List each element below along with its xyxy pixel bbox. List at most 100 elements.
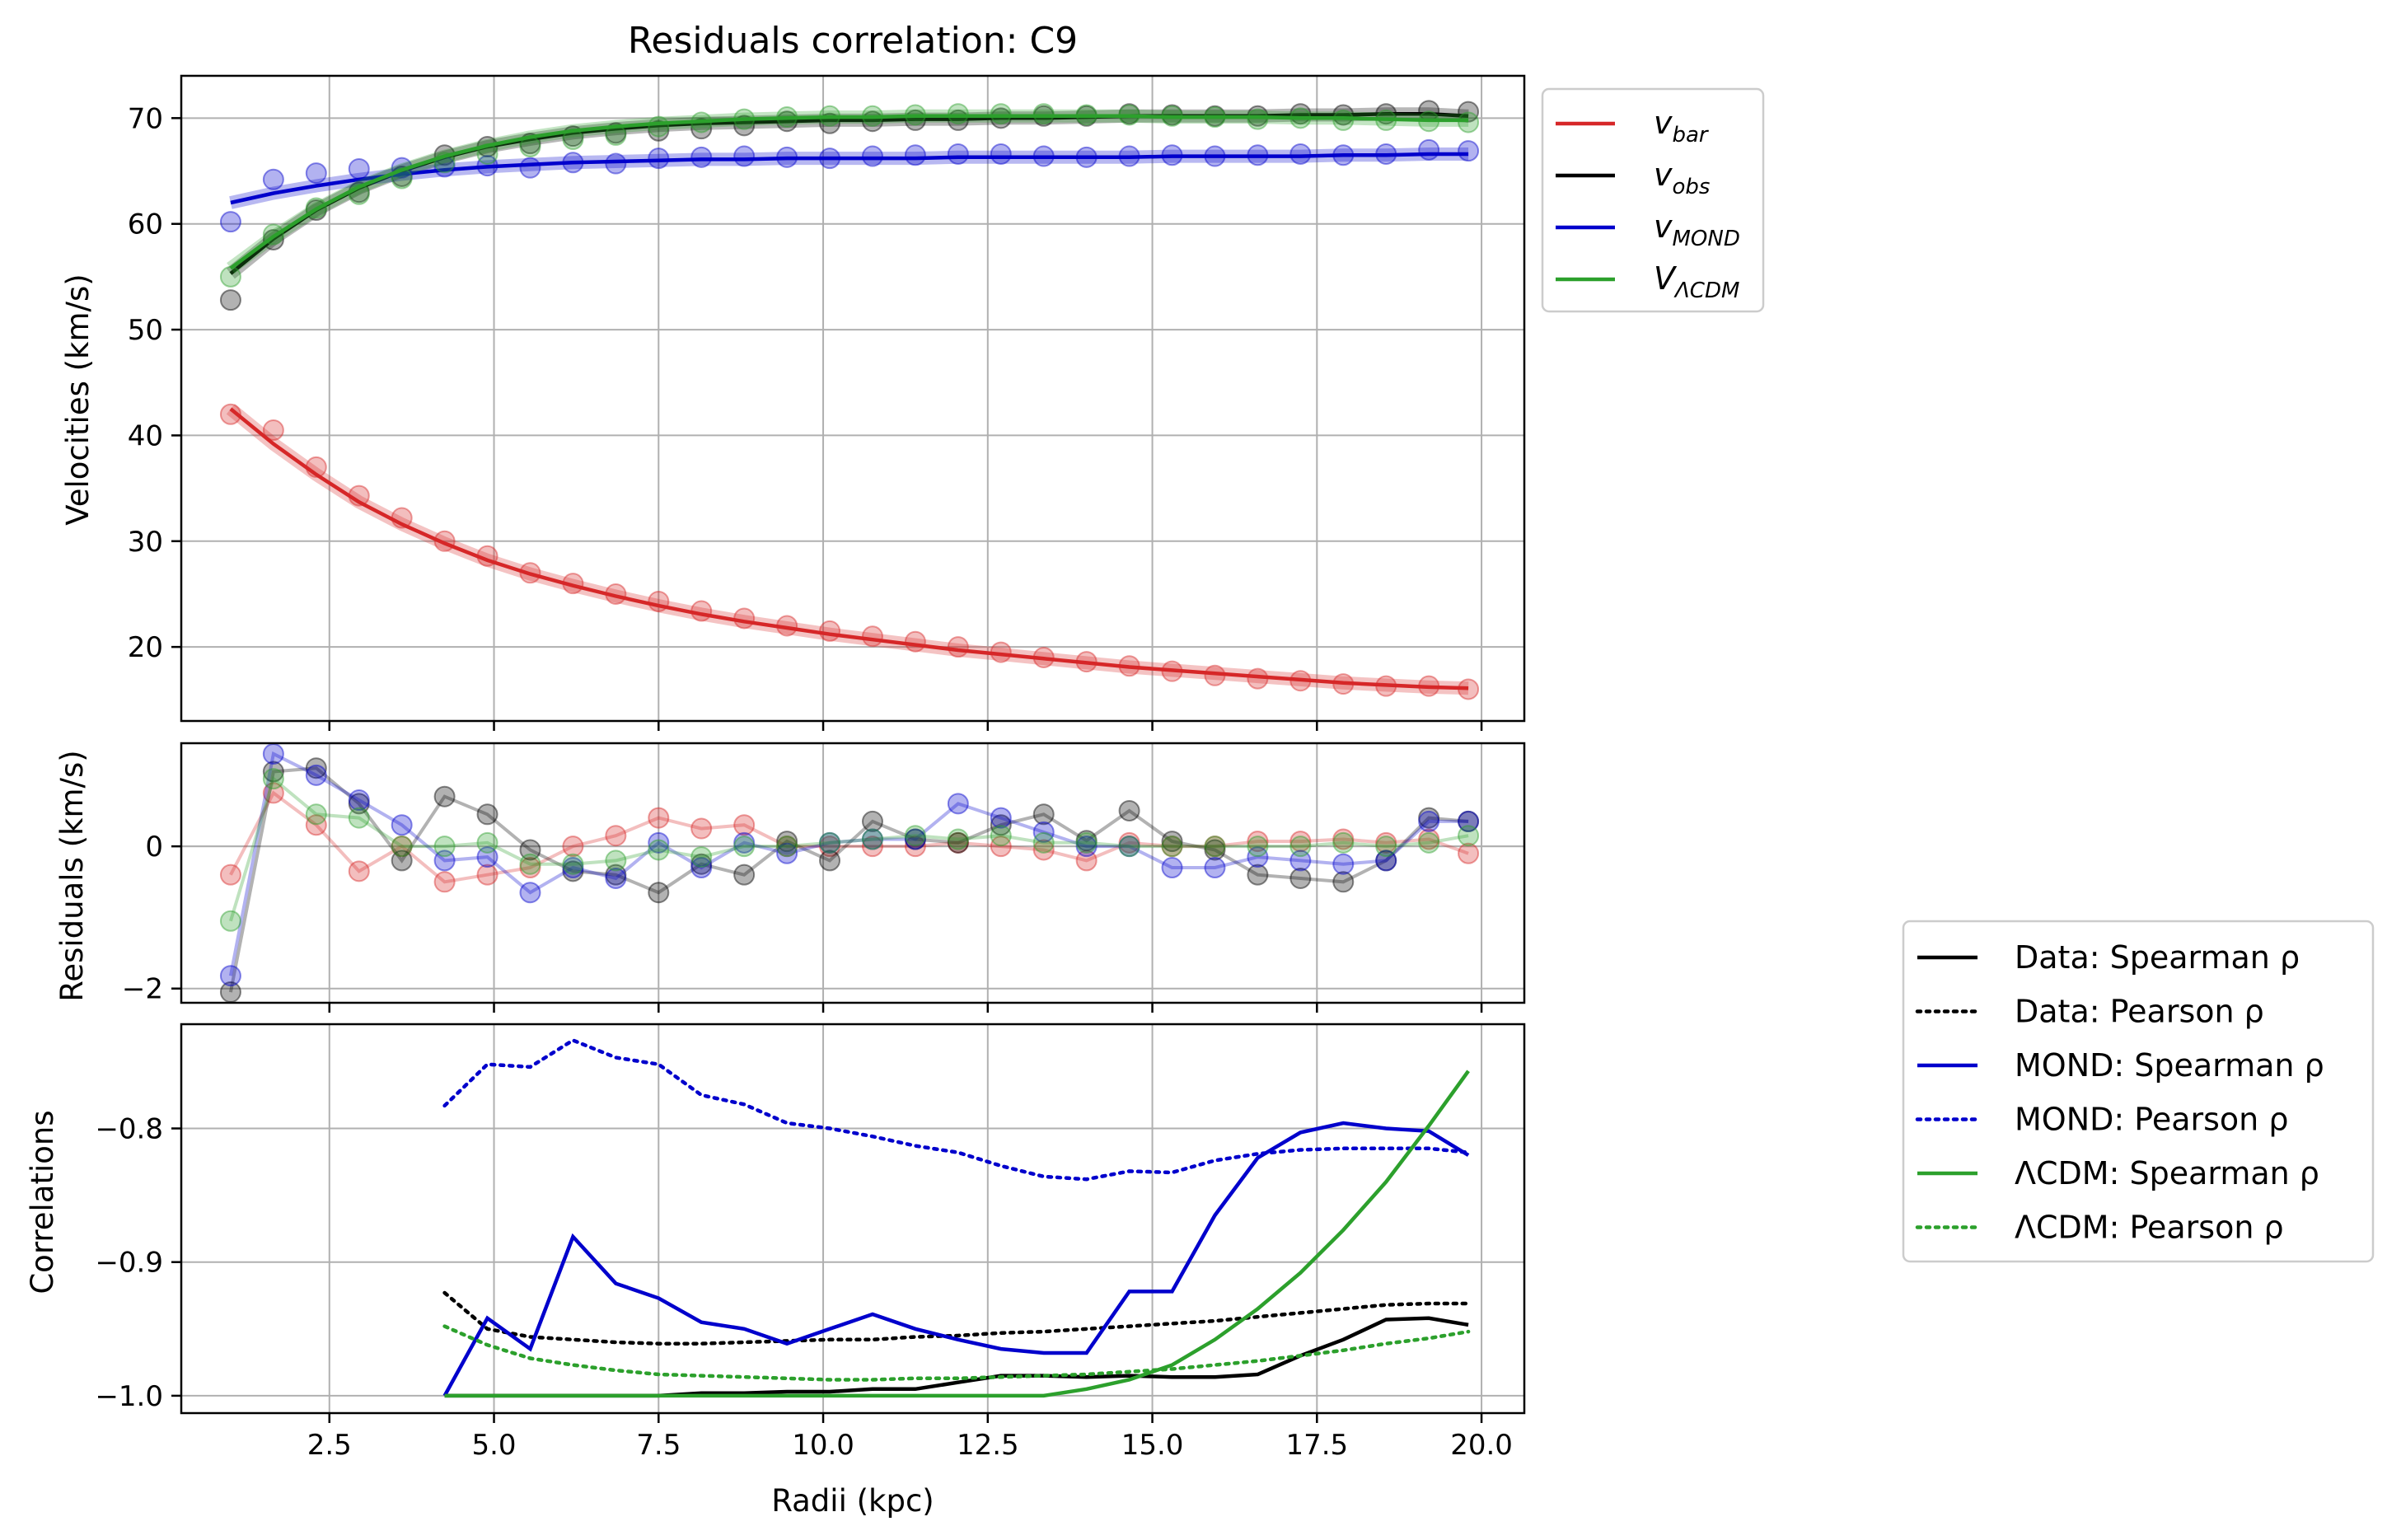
legend-label-base: v	[1654, 157, 1673, 193]
residual-point-vobs	[1375, 850, 1397, 872]
residual-point-vobs	[776, 831, 798, 853]
x-tick-label: 20.0	[1450, 1429, 1513, 1462]
residual-point-vobs	[1458, 810, 1480, 832]
residual-series-vmond	[219, 743, 1480, 987]
legend-label-subscript: MOND	[1673, 227, 1740, 251]
chart-title: Residuals correlation: C9	[628, 20, 1078, 62]
residual-point-vmond	[348, 789, 370, 812]
point-vmond	[1289, 143, 1312, 165]
x-tick-label: 15.0	[1121, 1429, 1184, 1462]
residual-point-vmond	[776, 842, 798, 864]
y-tick-label: 20	[128, 631, 163, 664]
y-tick-label: 0	[145, 831, 163, 864]
residual-point-vobs	[1204, 839, 1226, 861]
residual-point-vobs	[819, 850, 841, 872]
residual-point-vlcdm	[648, 839, 670, 861]
point-vmond	[1458, 140, 1480, 162]
legend-label-subscript: ΛCDM	[1673, 279, 1739, 303]
fit-line-vmond	[230, 152, 1469, 205]
residual-point-vbar	[733, 814, 756, 836]
correlation-line-3	[442, 1037, 1471, 1182]
residual-point-vobs	[1247, 864, 1269, 886]
residual-point-vobs	[1075, 830, 1098, 852]
residual-point-vobs	[1032, 803, 1055, 826]
residual-point-vmond	[1332, 853, 1355, 875]
axes-frame	[180, 1023, 1526, 1415]
residual-point-vobs	[1118, 799, 1140, 821]
residual-point-vlcdm	[1458, 825, 1480, 847]
residual-point-vlcdm	[1075, 831, 1098, 854]
residual-point-vbar	[990, 836, 1012, 858]
residual-point-vbar	[1458, 842, 1480, 864]
y-tick-label: 70	[128, 102, 163, 135]
legend-label-base: V	[1654, 260, 1678, 297]
y-tick-label: 60	[128, 208, 163, 241]
data-layer	[442, 1037, 1471, 1398]
residual-point-vbar	[1247, 831, 1269, 853]
residual-point-vobs	[262, 761, 284, 783]
residual-point-vmond	[947, 793, 969, 815]
residual-point-vmond	[1375, 850, 1397, 872]
residual-point-vobs	[605, 864, 627, 886]
y-axis-label-correlations: Correlations	[25, 1110, 60, 1294]
residual-point-vlcdm	[1032, 831, 1055, 854]
legend-label-base: v	[1654, 105, 1673, 141]
point-vmond	[947, 143, 969, 165]
residual-point-vlcdm	[733, 836, 756, 858]
residual-point-vbar	[219, 864, 241, 886]
residual-point-vobs	[648, 882, 670, 904]
legend-label: vobs	[1654, 157, 1710, 199]
data-layer	[219, 100, 1480, 700]
point-vlcdm	[219, 265, 241, 288]
residual-point-vlcdm	[605, 850, 627, 872]
fit-line-vobs	[229, 111, 1469, 275]
residual-point-vmond	[1161, 857, 1183, 879]
residual-point-vobs	[391, 850, 413, 872]
residual-series-vbar	[219, 782, 1480, 893]
residual-point-vbar	[348, 860, 370, 882]
legend-label-subscript: bar	[1673, 123, 1710, 147]
residual-point-vlcdm	[219, 910, 241, 932]
point-vbar	[733, 607, 756, 630]
residual-point-vmond	[1247, 846, 1269, 868]
residual-point-vobs	[519, 839, 541, 861]
residual-point-vlcdm	[1118, 836, 1140, 858]
residual-point-vmond	[1032, 821, 1055, 843]
point-vbar	[947, 636, 969, 658]
series-vobs	[219, 100, 1480, 311]
point-vlcdm	[1332, 109, 1355, 131]
residual-point-vbar	[776, 836, 798, 858]
residual-point-vobs	[348, 793, 370, 815]
residual-point-vmond	[1118, 836, 1140, 858]
residual-point-vmond	[519, 882, 541, 904]
point-vbar	[819, 620, 841, 642]
legend-label: vbar	[1654, 105, 1710, 147]
correlation-line-2	[442, 1121, 1470, 1397]
residual-point-vlcdm	[433, 836, 456, 858]
point-vbar	[904, 630, 926, 653]
point-vmond	[519, 157, 541, 179]
residual-point-vobs	[733, 864, 756, 886]
residual-point-vlcdm	[947, 828, 969, 850]
legend-label: Data: Pearson ρ	[2015, 994, 2264, 1030]
series-vmond	[219, 138, 1480, 233]
y-tick-label: 40	[128, 419, 163, 452]
residual-point-vbar	[1289, 831, 1312, 853]
point-vmond	[348, 157, 370, 180]
residual-point-vbar	[819, 836, 841, 858]
residual-point-vobs	[1418, 807, 1440, 829]
residual-point-vbar	[690, 817, 713, 840]
residual-point-vbar	[1161, 836, 1183, 858]
residual-point-vbar	[1032, 839, 1055, 861]
residual-point-vobs	[305, 757, 327, 779]
data-layer	[181, 743, 1524, 1003]
residual-line-vbar	[229, 790, 1469, 884]
residual-point-vbar	[476, 864, 498, 886]
residual-point-vlcdm	[391, 836, 413, 858]
panel-1: −2 0	[122, 742, 1526, 1013]
residual-point-vmond	[904, 828, 926, 850]
legend-frame	[1541, 87, 1765, 313]
residual-point-vlcdm	[1418, 831, 1440, 854]
